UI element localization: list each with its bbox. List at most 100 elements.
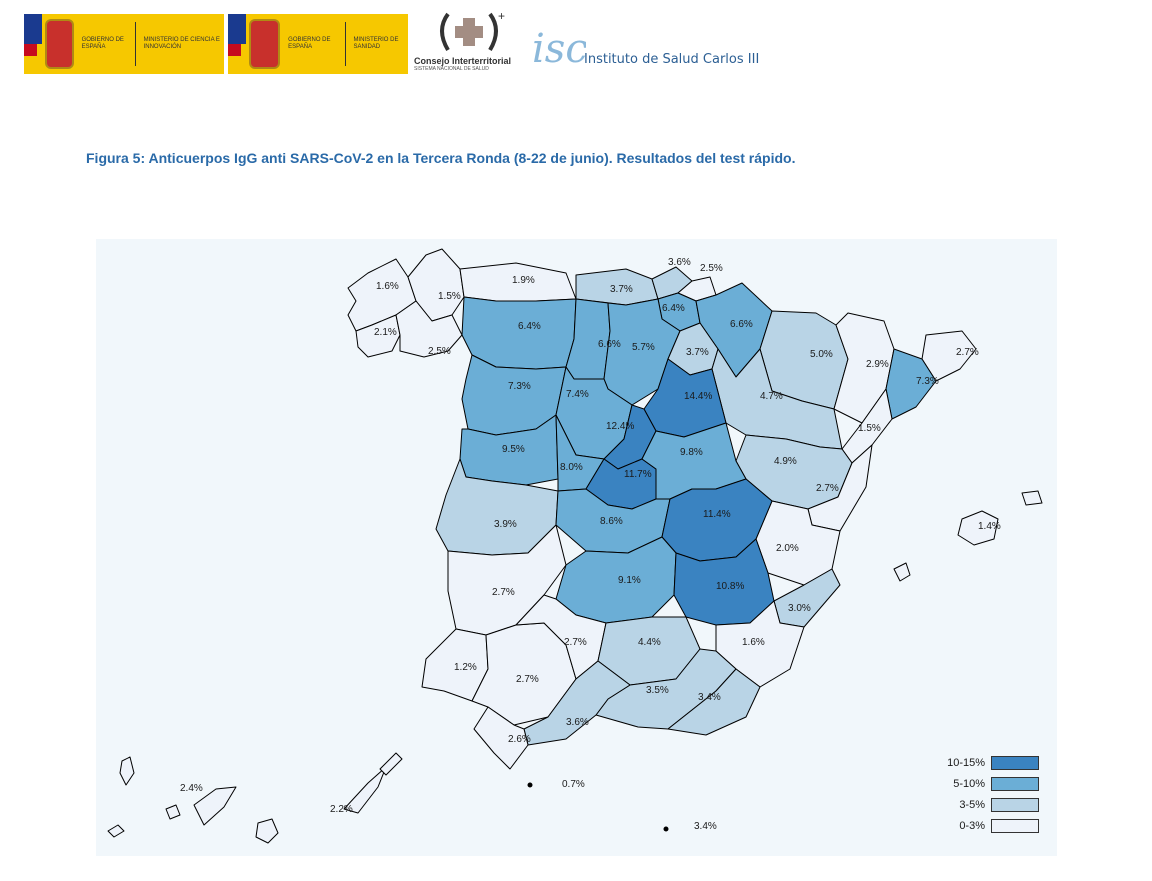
region-value-label: 2.7% [564,637,587,648]
region-value-label: 10.8% [716,581,744,592]
island-menorca [1021,490,1043,506]
region-value-label: 2.5% [700,263,723,274]
region-value-label: 3.7% [686,347,709,358]
isciii-mark-icon: isc [532,26,588,72]
svg-text:isc: isc [532,26,586,72]
island-la-gomera [165,804,181,820]
gov-label: Gobierno de España [288,37,331,50]
region-value-label: 8.0% [560,462,583,473]
ministry-label: Ministerio de Ciencia e Innovación [143,37,220,50]
consejo-name: Consejo Interterritorial [414,56,512,66]
coat-of-arms-icon [44,19,74,69]
figure-caption: Figura 5: Anticuerpos IgG anti SARS-CoV-… [86,150,796,166]
region-value-label: 9.5% [502,444,525,455]
legend-swatch [991,776,1039,791]
city-melilla [663,826,669,832]
region-value-label: 4.9% [774,456,797,467]
coat-of-arms-icon [249,19,281,69]
gov-sanidad-logo: Gobierno de España Ministerio de Sanidad [228,14,408,74]
region-value-label: 3.6% [668,257,691,268]
legend-label: 0-3% [959,819,985,832]
legend-label: 10-15% [947,756,985,769]
health-cross-icon: + [440,9,505,52]
island-ibiza [893,562,911,582]
region-value-label: 1.2% [454,662,477,673]
region-value-label: 2.7% [516,674,539,685]
island-mallorca [957,510,999,546]
region-value-label: 12.4% [606,421,634,432]
svg-text:+: + [498,10,505,23]
region-value-label: 3.7% [610,284,633,295]
region-value-label: 1.6% [742,637,765,648]
region-ourense [395,300,463,358]
region-value-label: 6.6% [730,319,753,330]
spain-eu-flag-icon [24,14,42,74]
isciii-logo: isc Instituto de Salud Carlos III [532,18,772,74]
region-value-label: 4.7% [760,391,783,402]
city-ceuta [527,782,533,788]
island-la-palma [119,756,135,786]
region-value-label: 2.6% [508,734,531,745]
consejo-sub: SISTEMA NACIONAL DE SALUD [414,66,489,72]
region-value-label: 2.7% [816,483,839,494]
region-value-label: 3.9% [494,519,517,530]
region-value-label: 6.4% [518,321,541,332]
region-value-label: 7.4% [566,389,589,400]
legend: 10-15% 5-10% 3-5% 0-3% [929,752,1039,836]
consejo-interterritorial-logo: + Consejo Interterritorial SISTEMA NACIO… [414,9,526,76]
region-value-label: 5.0% [810,349,833,360]
legend-item: 3-5% [929,794,1039,815]
region-value-label: 2.9% [866,359,889,370]
region-value-label: 1.6% [376,281,399,292]
region-pontevedra [355,314,401,358]
ministry-label: Ministerio de Sanidad [353,37,399,50]
region-value-label: 5.7% [632,342,655,353]
region-value-label: 14.4% [684,391,712,402]
region-value-label: 4.4% [638,637,661,648]
gov-label: Gobierno de España [81,37,124,50]
legend-swatch [991,797,1039,812]
header-logos: Gobierno de España Ministerio de Ciencia… [24,9,784,76]
isciii-name: Instituto de Salud Carlos III [584,52,760,67]
region-value-label: 7.3% [916,376,939,387]
island-lanzarote [379,752,403,776]
region-value-label: 1.5% [438,291,461,302]
region-value-label: 2.7% [492,587,515,598]
choropleth-map: 1.6% 1.5% 1.9% 3.6% 2.5% 3.7% 6.4% 6.4% 6.6% 2.1%… [96,239,1057,856]
island-el-hierro [107,824,125,838]
island-fuerteventura [343,766,387,814]
legend-label: 3-5% [959,798,985,811]
region-value-label: 3.4% [698,692,721,703]
region-value-label: 3.4% [694,821,717,832]
region-value-label: 11.4% [703,509,731,520]
region-value-label: 6.4% [662,303,685,314]
region-value-label: 2.1% [374,327,397,338]
legend-label: 5-10% [953,777,985,790]
spain-provinces-map: 1.6% 1.5% 1.9% 3.6% 2.5% 3.7% 6.4% 6.4% 6.6% 2.1%… [107,248,1043,844]
region-value-label: 0.7% [562,779,585,790]
legend-item: 5-10% [929,773,1039,794]
region-value-label: 1.5% [858,423,881,434]
spain-eu-flag-icon [228,14,246,74]
region-value-label: 3.5% [646,685,669,696]
region-value-label: 3.6% [566,717,589,728]
legend-item: 0-3% [929,815,1039,836]
region-value-label: 2.7% [956,347,979,358]
region-value-label: 7.3% [508,381,531,392]
legend-swatch [991,755,1039,770]
legend-item: 10-15% [929,752,1039,773]
legend-swatch [991,818,1039,833]
island-tenerife [193,786,237,826]
region-almeria [667,668,761,736]
region-value-label: 2.4% [180,783,203,794]
region-value-label: 6.6% [598,339,621,350]
region-value-label: 2.2% [330,804,353,815]
island-gran-canaria [255,818,279,844]
region-value-label: 1.9% [512,275,535,286]
region-value-label: 8.6% [600,516,623,527]
region-value-label: 9.1% [618,575,641,586]
region-value-label: 2.0% [776,543,799,554]
region-value-label: 3.0% [788,603,811,614]
gov-ciencia-logo: Gobierno de España Ministerio de Ciencia… [24,14,224,74]
region-cadiz [473,706,529,770]
